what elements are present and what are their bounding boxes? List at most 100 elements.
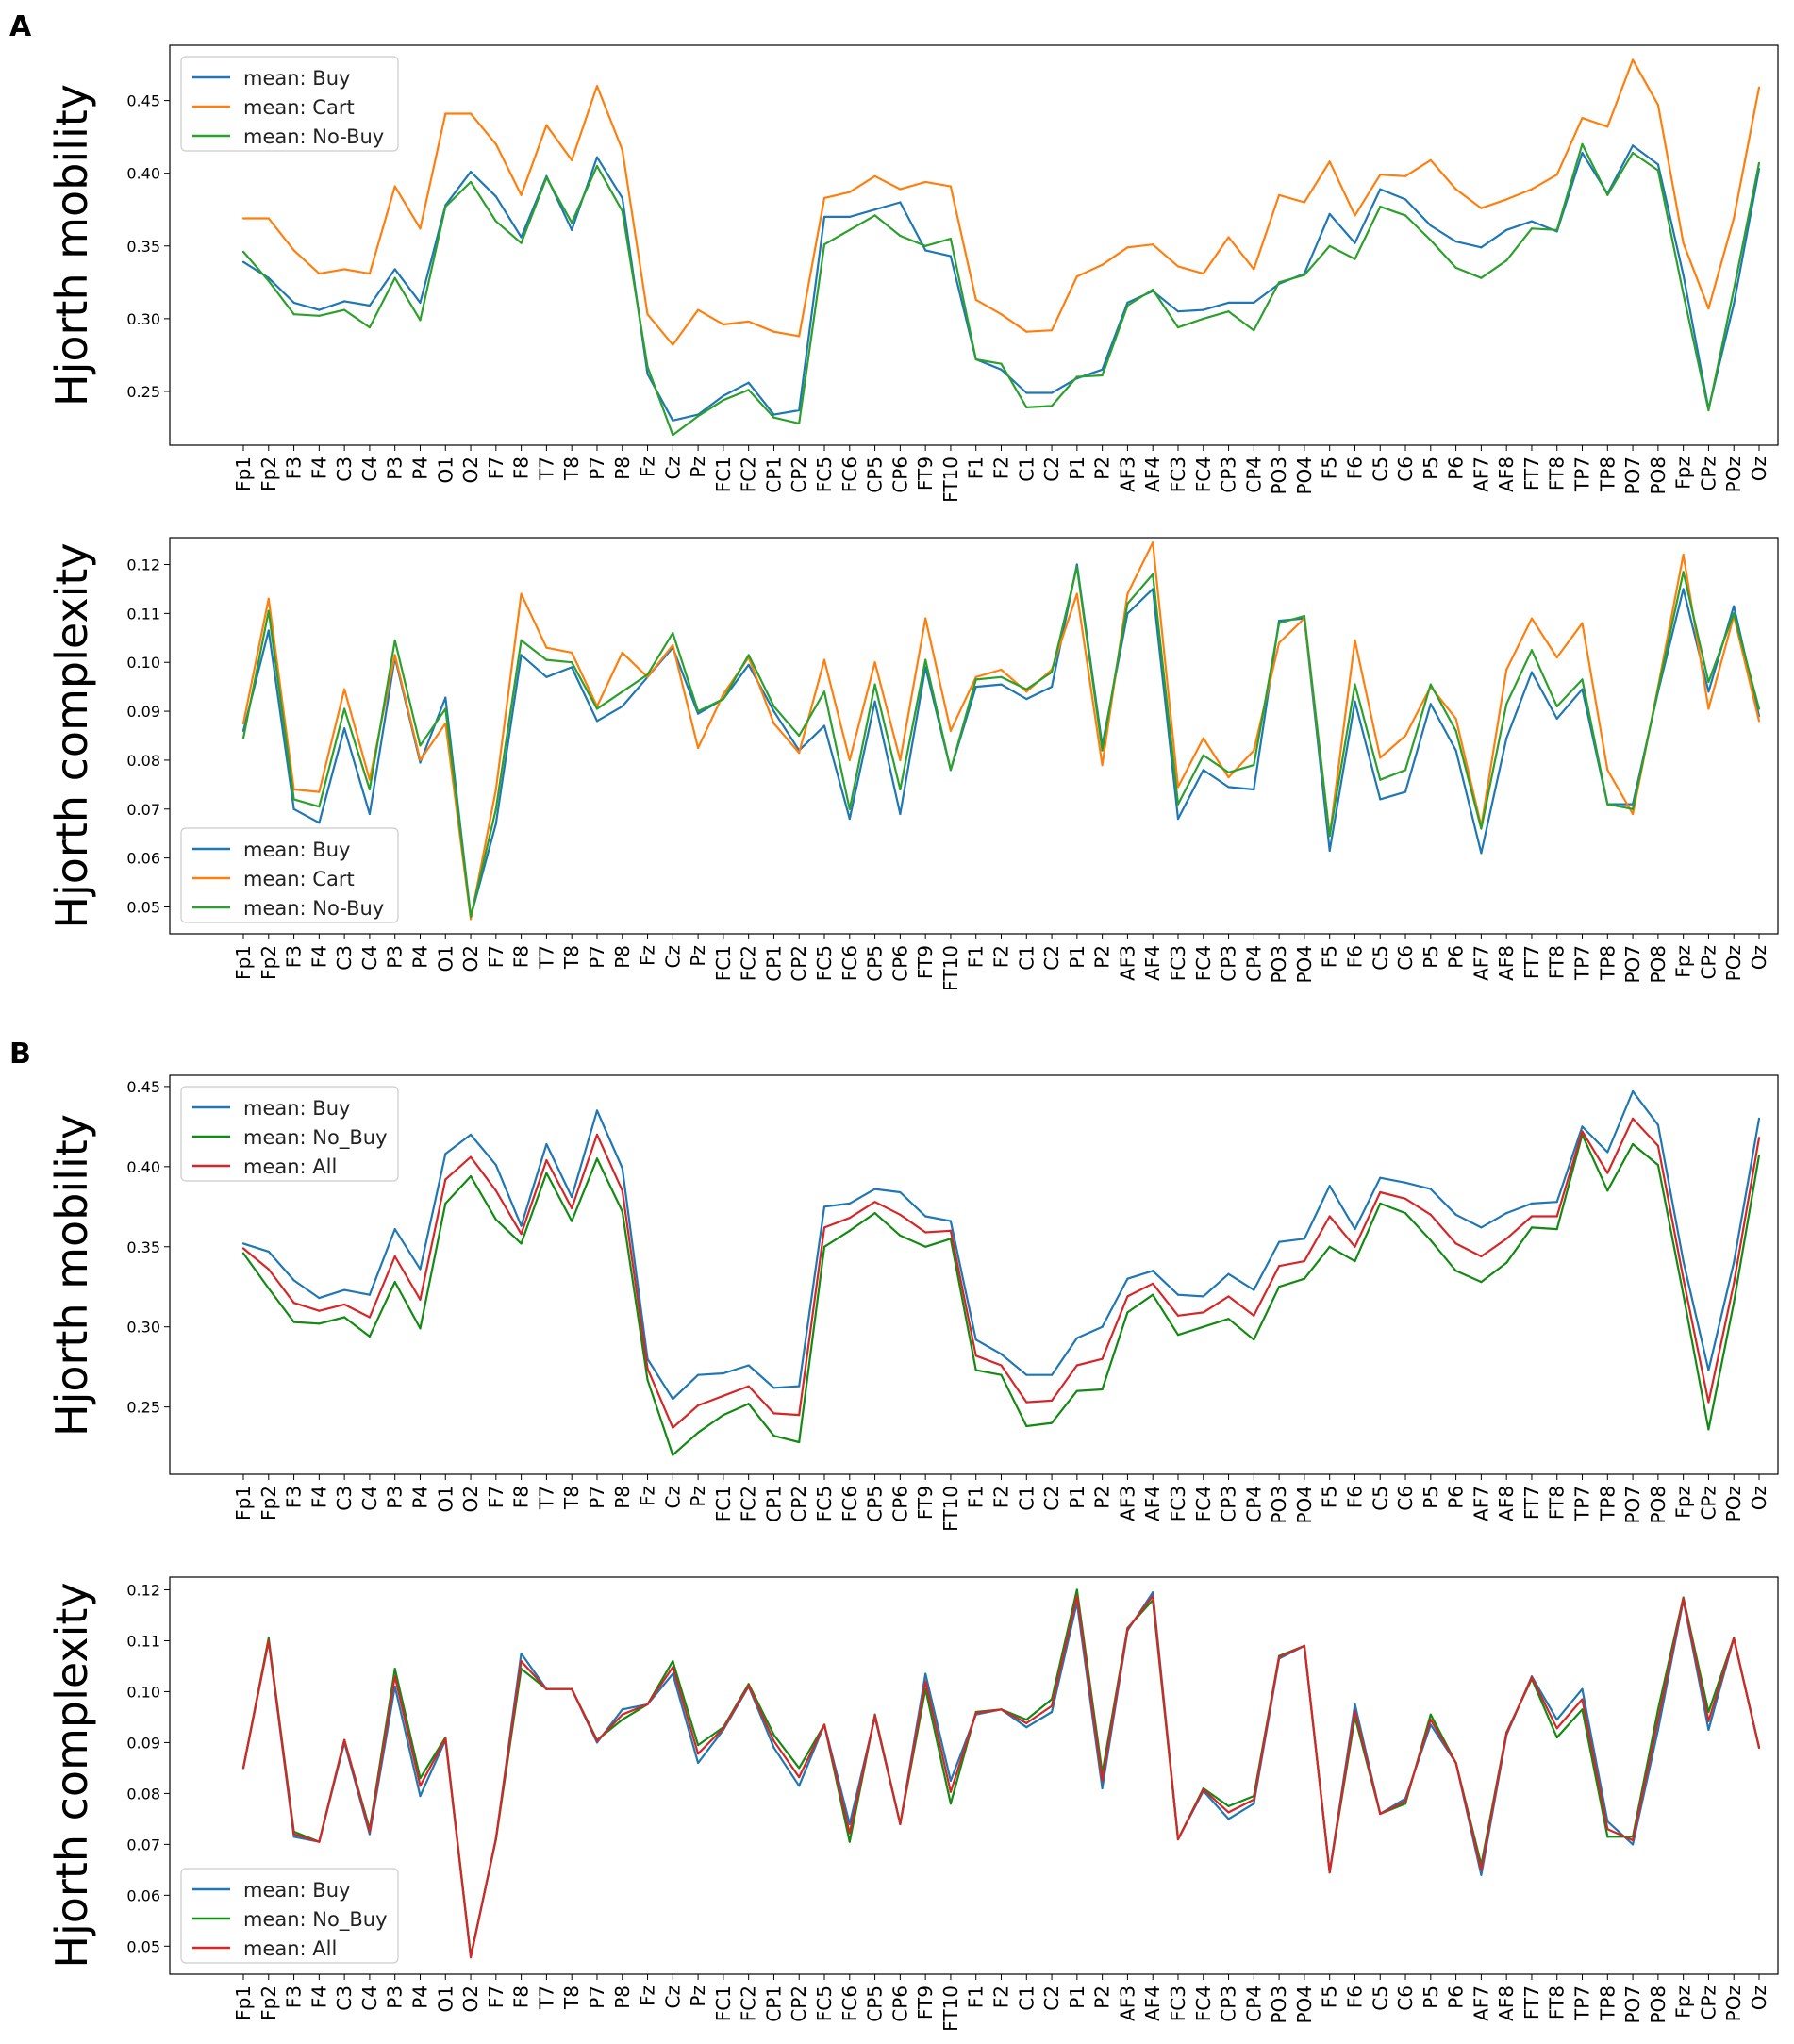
data-point <box>343 300 346 303</box>
x-tick-label: T8 <box>560 1986 583 2010</box>
x-tick-label: C3 <box>333 457 356 482</box>
data-point <box>646 675 649 678</box>
data-point <box>1555 656 1558 659</box>
data-point <box>1152 573 1154 575</box>
data-point <box>1025 688 1028 690</box>
data-point <box>318 822 321 824</box>
x-tick-label: P4 <box>408 945 431 969</box>
data-point <box>571 222 573 224</box>
data-point <box>1480 246 1483 249</box>
x-tick-label: C4 <box>358 1986 381 2011</box>
y-tick-label: 0.30 <box>126 310 160 328</box>
x-tick-label: PO8 <box>1647 1486 1669 1524</box>
data-point <box>318 272 321 275</box>
y-axis-label: Hjorth mobility <box>46 84 97 407</box>
data-point <box>1480 1869 1483 1871</box>
data-point <box>1606 125 1609 128</box>
x-tick-label: TP8 <box>1596 1486 1619 1521</box>
data-point <box>469 1174 473 1178</box>
data-point <box>848 1217 851 1220</box>
x-tick-label: PO4 <box>1293 1986 1316 2024</box>
data-point <box>267 609 270 612</box>
data-point <box>1278 1265 1281 1268</box>
data-point <box>1404 790 1407 793</box>
data-point <box>419 761 422 764</box>
x-tick-label: Cz <box>661 945 684 968</box>
x-tick-label: Fpz <box>1672 945 1695 978</box>
data-point <box>1075 1337 1078 1339</box>
x-tick-label: C2 <box>1040 1486 1063 1511</box>
data-point <box>1303 274 1305 276</box>
x-tick-label: FC3 <box>1167 1486 1189 1521</box>
data-point <box>595 1739 599 1742</box>
data-point <box>1202 1787 1204 1791</box>
data-point <box>1101 749 1104 752</box>
x-tick-label: AF7 <box>1470 1486 1492 1521</box>
x-tick-label: CP6 <box>889 945 911 982</box>
x-tick-label: FC6 <box>839 457 861 492</box>
data-point <box>747 654 750 656</box>
data-point <box>1555 1736 1558 1739</box>
data-point <box>873 208 876 211</box>
data-point <box>873 1714 876 1717</box>
data-point <box>368 304 372 307</box>
data-point <box>1480 1226 1483 1229</box>
data-point <box>772 1746 775 1749</box>
x-tick-label: CP4 <box>1242 1986 1265 2022</box>
x-tick-label: TP8 <box>1596 1986 1619 2021</box>
data-point <box>241 722 245 725</box>
data-point <box>393 639 396 641</box>
data-point <box>1253 1798 1255 1801</box>
data-point <box>949 1229 953 1232</box>
data-point <box>822 658 826 661</box>
data-point <box>469 915 473 918</box>
x-tick-label: C4 <box>358 945 381 971</box>
y-tick-label: 0.09 <box>126 1734 160 1752</box>
data-point <box>646 313 649 316</box>
data-point <box>1126 602 1129 606</box>
x-tick-label: PO3 <box>1268 457 1290 495</box>
x-tick-label: F2 <box>990 945 1013 968</box>
panel-label-a: A <box>9 10 32 43</box>
data-point <box>1404 769 1407 772</box>
data-point <box>241 1767 245 1770</box>
x-tick-label: P8 <box>611 1986 634 2009</box>
data-point <box>924 658 927 661</box>
data-point <box>1303 1238 1305 1240</box>
x-tick-label: TP7 <box>1571 945 1594 981</box>
data-point <box>1075 563 1078 566</box>
data-point <box>1631 1843 1635 1846</box>
x-tick-label: CP3 <box>1218 457 1240 493</box>
data-point <box>419 301 422 305</box>
y-tick-label: 0.35 <box>126 238 160 256</box>
data-point <box>419 1785 422 1787</box>
data-point <box>1733 1282 1736 1285</box>
x-tick-label: P5 <box>1420 945 1442 969</box>
data-point <box>1429 224 1432 227</box>
data-point <box>1202 317 1204 320</box>
x-tick-label: P6 <box>1445 457 1468 480</box>
x-tick-label: C6 <box>1394 1486 1417 1511</box>
x-tick-label: T7 <box>535 1486 557 1510</box>
x-tick-label: P4 <box>408 1986 431 2009</box>
data-point <box>545 675 548 678</box>
data-point <box>848 758 851 762</box>
data-point <box>1202 272 1204 275</box>
data-point <box>1656 1728 1659 1732</box>
data-point <box>595 1133 599 1136</box>
data-point <box>798 1414 801 1417</box>
data-point <box>494 1164 497 1167</box>
data-point <box>444 112 447 115</box>
data-point <box>520 193 523 196</box>
x-tick-label: CPz <box>1697 945 1719 980</box>
x-tick-label: P3 <box>384 1986 407 2009</box>
x-tick-label: POz <box>1722 945 1745 981</box>
data-point <box>520 654 523 656</box>
x-tick-label: C2 <box>1040 1986 1063 2011</box>
data-point <box>1328 1185 1331 1188</box>
data-point <box>318 314 321 317</box>
x-tick-label: PO8 <box>1647 457 1669 495</box>
x-tick-label: AF4 <box>1141 945 1164 981</box>
data-point <box>1152 243 1154 246</box>
x-tick-label: CP5 <box>864 457 887 493</box>
